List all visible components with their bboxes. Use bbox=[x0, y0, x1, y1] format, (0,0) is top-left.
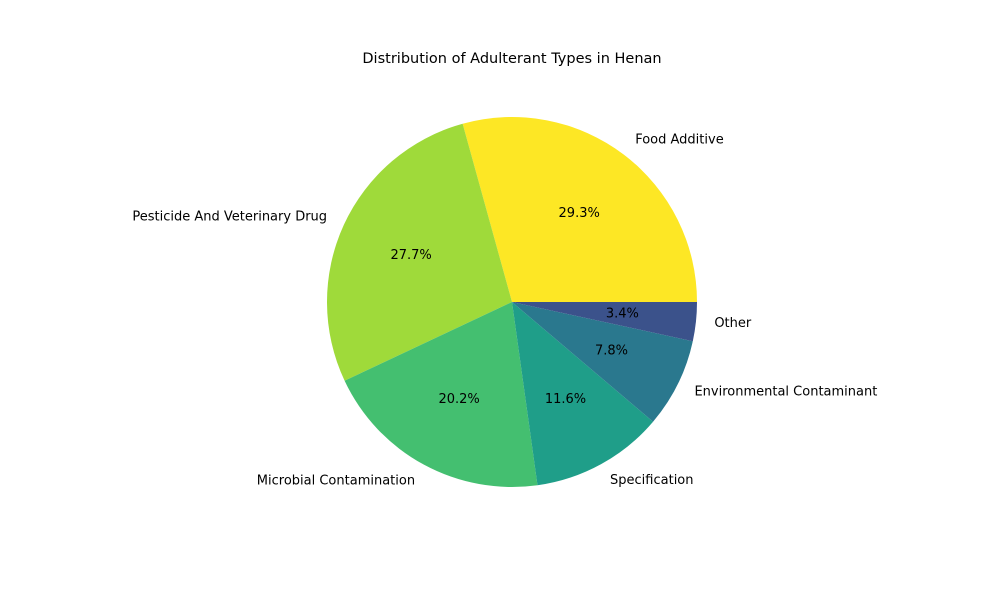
pct-label-microbial-contamination: 20.2% bbox=[438, 392, 479, 407]
pie-slices bbox=[326, 116, 697, 487]
slice-label-food-additive: Food Additive bbox=[635, 133, 724, 148]
slice-label-specification: Specification bbox=[610, 473, 693, 488]
slice-label-pesticide-and-veterinary-drug: Pesticide And Veterinary Drug bbox=[132, 210, 327, 225]
pct-label-other: 3.4% bbox=[606, 306, 639, 321]
pie-slice-food-additive bbox=[462, 116, 697, 302]
pie-slice-specification bbox=[512, 302, 654, 486]
pct-label-food-additive: 29.3% bbox=[559, 206, 600, 221]
pie-slice-other bbox=[512, 302, 697, 342]
chart-title: Distribution of Adulterant Types in Hena… bbox=[362, 51, 661, 67]
slice-label-microbial-contamination: Microbial Contamination bbox=[257, 473, 415, 488]
slice-label-environmental-contaminant: Environmental Contaminant bbox=[694, 385, 877, 400]
percentage-labels: 29.3% 27.7% 20.2% 11.6% 7.8% 3.4% bbox=[390, 206, 638, 407]
pct-label-environmental-contaminant: 7.8% bbox=[595, 344, 628, 359]
pie-slice-microbial-contamination bbox=[344, 302, 538, 487]
pct-label-specification: 11.6% bbox=[545, 392, 586, 407]
slice-label-other: Other bbox=[714, 316, 752, 331]
pie-slice-environmental-contaminant bbox=[512, 302, 693, 422]
pie-slice-pesticide-and-veterinary-drug bbox=[326, 123, 512, 381]
slice-labels: Food Additive Pesticide And Veterinary Dr… bbox=[132, 133, 877, 489]
pct-label-pesticide-and-veterinary-drug: 27.7% bbox=[390, 248, 431, 263]
